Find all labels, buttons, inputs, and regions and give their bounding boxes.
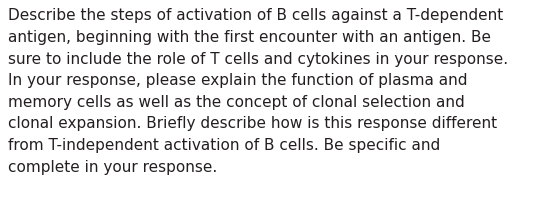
Text: Describe the steps of activation of B cells against a T-dependent
antigen, begin: Describe the steps of activation of B ce…	[8, 8, 508, 175]
